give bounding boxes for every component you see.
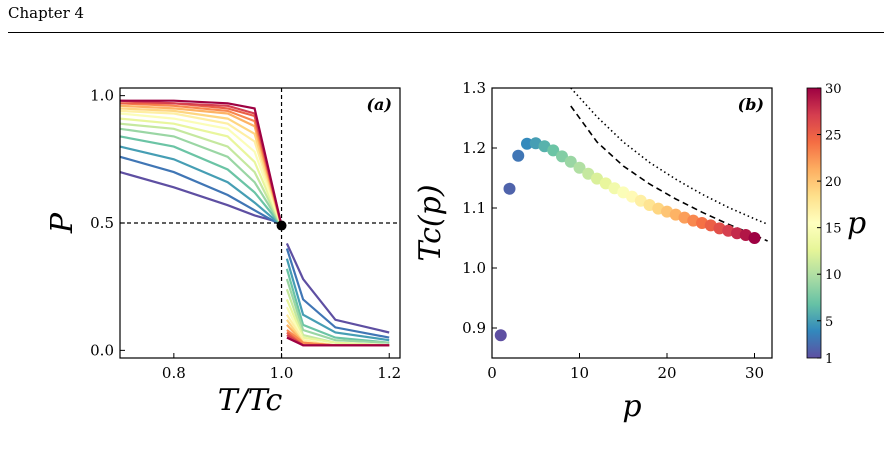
curve-below-p30 xyxy=(120,99,283,226)
panel-a: 0.8 1.0 1.20.00.51.0T/TcP(a) xyxy=(45,87,401,418)
colorbar-tick-label: 1 xyxy=(825,352,833,367)
panel-b-plot-area xyxy=(494,88,768,342)
data-point-p2 xyxy=(503,182,516,195)
critical-point-marker xyxy=(276,220,287,231)
curve-below-p9 xyxy=(119,127,283,227)
dashed-curve xyxy=(570,105,768,242)
data-point-p30 xyxy=(748,232,761,244)
colorbar-tick-label: 30 xyxy=(825,82,842,97)
colorbar-tick-label: 15 xyxy=(825,222,842,237)
x-axis-label: T/Tc xyxy=(218,383,283,418)
data-point-p11 xyxy=(582,167,595,180)
chapter-header: Chapter 4 xyxy=(8,4,85,22)
data-point-p9 xyxy=(564,155,577,168)
data-point-p7 xyxy=(547,144,560,157)
data-point-p10 xyxy=(573,161,586,174)
x-axis-label: p xyxy=(622,389,641,424)
colorbar-tick-label: 5 xyxy=(825,315,833,330)
y-tick-label: 0.0 xyxy=(90,341,114,359)
curve-below-p15 xyxy=(119,112,283,226)
x-tick-label: 0 xyxy=(487,364,497,382)
data-point-p12 xyxy=(591,172,603,185)
y-tick-label: 1.1 xyxy=(462,199,486,217)
y-axis-label: P xyxy=(45,212,80,234)
header-rule xyxy=(8,32,884,33)
plot-frame-b xyxy=(491,87,773,359)
curve-above-p1 xyxy=(285,242,390,334)
y-tick-label: 1.0 xyxy=(90,87,114,105)
x-tick-label: 1.0 xyxy=(270,364,294,382)
panel-b: 0 10 20 30 0.9 1.0 1.1 1.2 1.3 p Tc(p) (b) xyxy=(413,79,773,424)
colorbar-tick-label: 10 xyxy=(825,268,842,283)
curve-above-p5 xyxy=(285,258,390,342)
curve-below-p1 xyxy=(119,171,282,225)
data-point-p8 xyxy=(556,150,568,163)
x-tick-label: 20 xyxy=(657,364,676,382)
panel-label-b: (b) xyxy=(738,95,764,114)
colorbar-gradient xyxy=(806,87,822,359)
curve-below-p3 xyxy=(119,155,283,227)
curve-below-p7 xyxy=(119,135,283,227)
curve-above-p3 xyxy=(285,248,390,339)
y-tick-label: 1.0 xyxy=(462,259,486,277)
x-tick-label: 1.2 xyxy=(377,364,401,382)
data-point-p4 xyxy=(521,137,533,150)
y-axis-label: Tc(p) xyxy=(413,184,448,261)
x-tick-label: 30 xyxy=(745,364,764,382)
panel-label-a: (a) xyxy=(366,95,392,114)
data-point-p1 xyxy=(494,329,507,342)
curve-above-p9 xyxy=(285,278,390,344)
curve-below-p11 xyxy=(119,122,283,226)
y-tick-label: 0.5 xyxy=(90,214,114,232)
data-point-p13 xyxy=(599,177,612,190)
colorbar-tick-label: 25 xyxy=(825,129,842,144)
curve-below-p17 xyxy=(119,109,283,226)
dotted-curve xyxy=(570,88,768,225)
data-point-p3 xyxy=(512,149,525,162)
colorbar-tick-label: 20 xyxy=(825,175,842,190)
y-tick-label: 1.3 xyxy=(462,79,486,97)
colorbar-label: p xyxy=(847,206,866,241)
x-tick-label: 0.8 xyxy=(162,364,186,382)
curve-above-p7 xyxy=(285,268,390,344)
curve-below-p5 xyxy=(119,145,283,227)
y-tick-label: 1.2 xyxy=(462,139,486,157)
curve-above-p13 xyxy=(285,298,390,347)
curve-above-p30 xyxy=(286,336,390,347)
y-tick-label: 0.9 xyxy=(462,319,486,337)
x-tick-label: 10 xyxy=(570,364,589,382)
curve-below-p19 xyxy=(119,107,283,226)
curve-below-p13 xyxy=(119,117,283,226)
